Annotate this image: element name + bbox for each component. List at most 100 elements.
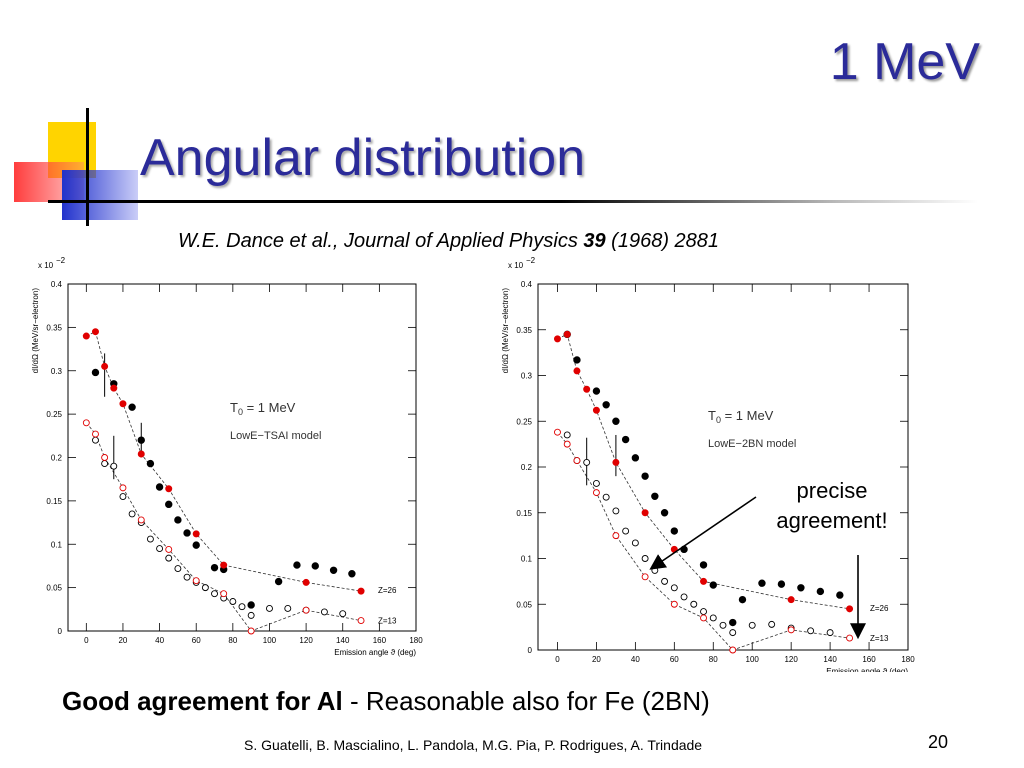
- data-point-exp-filled: [612, 417, 620, 425]
- data-point-exp-filled: [670, 527, 679, 535]
- data-point-exp-filled: [729, 618, 737, 627]
- data-point-exp-open: [641, 555, 649, 562]
- data-point-exp-open: [128, 510, 136, 518]
- conclusion-rest: Reasonable also for Fe (2BN): [365, 686, 710, 716]
- data-point-sim-filled: [220, 561, 228, 569]
- data-point-sim-filled: [573, 367, 581, 375]
- data-point-exp-open: [807, 627, 815, 635]
- data-point-exp-filled: [293, 561, 301, 569]
- data-point-exp-open: [748, 621, 756, 629]
- data-point-exp-open: [146, 535, 154, 543]
- sim-curve-line: [557, 431, 850, 651]
- data-point-exp-open: [670, 584, 678, 592]
- data-point-exp-open: [247, 611, 255, 619]
- data-point-exp-open: [284, 604, 292, 612]
- x-axis-label: Emission angle ϑ (deg): [334, 648, 416, 657]
- data-point-exp-open: [201, 584, 209, 592]
- data-point-sim-open: [92, 430, 99, 438]
- curve-label-fe: Z=26: [870, 604, 889, 613]
- data-point-sim-filled: [192, 530, 200, 538]
- data-point-sim-filled: [137, 450, 145, 458]
- data-point-exp-open: [238, 603, 246, 611]
- data-point-sim-filled: [82, 332, 90, 340]
- data-point-exp-filled: [274, 577, 283, 586]
- data-point-exp-open: [680, 593, 688, 601]
- data-point-exp-filled: [573, 356, 581, 364]
- data-point-sim-filled: [700, 577, 708, 585]
- data-point-sim-open: [573, 457, 581, 465]
- x-tick-label: 100: [263, 636, 277, 645]
- data-point-exp-filled: [348, 570, 356, 578]
- x-tick-label: 40: [155, 636, 164, 645]
- data-point-sim-open: [165, 546, 173, 553]
- x-tick-label: 120: [784, 655, 798, 664]
- data-point-exp-open: [826, 629, 834, 637]
- x-tick-label: 20: [118, 636, 127, 645]
- y-tick-label: 0.2: [521, 463, 533, 472]
- curve-label-al: Z=13: [378, 617, 397, 626]
- y-tick-label: 0: [528, 646, 533, 655]
- data-point-sim-filled: [110, 384, 118, 392]
- axis-multiplier-exponent: −2: [526, 256, 536, 265]
- data-point-sim-open: [641, 573, 649, 581]
- y-tick-label: 0.05: [516, 600, 532, 609]
- data-point-sim-filled: [612, 458, 620, 466]
- data-point-sim-filled: [563, 330, 571, 338]
- x-tick-label: 180: [409, 636, 423, 645]
- data-point-exp-filled: [247, 601, 255, 609]
- data-point-exp-filled: [210, 563, 219, 572]
- data-point-sim-filled: [592, 406, 600, 414]
- data-point-sim-filled: [91, 328, 99, 336]
- y-tick-label: 0.3: [51, 367, 63, 376]
- y-tick-label: 0.3: [521, 372, 533, 381]
- x-tick-label: 80: [228, 636, 237, 645]
- data-point-exp-filled: [602, 401, 610, 409]
- y-tick-label: 0.1: [51, 540, 63, 549]
- y-axis-label: dI/dΩ (MeV/sr−electron): [501, 288, 510, 374]
- page-number: 20: [928, 732, 949, 752]
- axis-multiplier: x 10: [38, 261, 54, 270]
- data-point-exp-filled: [651, 492, 659, 500]
- chart-right-svg: x 10−2 0 0.05 0.1 0.15 0.2 0.25 0.3 0.35 0.4 0 20 40…: [501, 256, 915, 676]
- data-point-sim-filled: [119, 400, 127, 408]
- slide-title: Angular distribution: [140, 129, 586, 187]
- x-tick-label: 0: [84, 636, 89, 645]
- data-point-exp-open: [110, 462, 118, 470]
- y-tick-label: 0.4: [521, 280, 533, 289]
- x-tick-label: 20: [592, 655, 601, 664]
- data-point-exp-open: [622, 527, 630, 535]
- y-tick-label: 0.15: [516, 509, 532, 518]
- footer-authors: S. Guatelli, B. Mascialino, L. Pandola, …: [244, 737, 703, 753]
- data-point-sim-open: [220, 590, 228, 598]
- chart-left-svg: x 10−2 0 0.05 0.1 0.15 0.2 0.25 0.3 0.35 0.4 0 20 40…: [31, 256, 423, 657]
- data-point-exp-filled: [146, 459, 155, 468]
- data-point-sim-open: [612, 532, 620, 540]
- data-point-exp-open: [339, 610, 347, 618]
- data-point-sim-filled: [357, 587, 365, 595]
- y-tick-label: 0.35: [516, 326, 532, 335]
- data-point-exp-filled: [621, 435, 630, 444]
- corner-title: 1 MeV: [829, 33, 980, 91]
- data-point-exp-open: [211, 590, 218, 598]
- model-energy-label: T0 = 1 MeV: [230, 400, 296, 417]
- annotation: precise agreement!: [752, 476, 912, 536]
- data-point-exp-open: [592, 480, 600, 487]
- conclusion-dash: -: [342, 686, 366, 716]
- y-tick-label: 0.15: [46, 497, 62, 506]
- data-point-exp-filled: [174, 516, 182, 524]
- data-point-exp-filled: [816, 587, 825, 596]
- axis-multiplier-exponent: −2: [56, 256, 66, 265]
- y-tick-label: 0.05: [46, 584, 62, 593]
- data-point-exp-open: [661, 577, 669, 585]
- axis-multiplier: x 10: [508, 261, 524, 270]
- x-tick-label: 120: [299, 636, 313, 645]
- conclusion-line: Good agreement for Al - Reasonable also …: [62, 686, 710, 717]
- data-point-sim-filled: [302, 578, 310, 586]
- curve-label-al: Z=13: [870, 634, 889, 643]
- data-point-exp-open: [690, 600, 698, 608]
- x-tick-label: 80: [709, 655, 718, 664]
- data-point-exp-open: [719, 621, 727, 629]
- data-point-exp-open: [709, 614, 717, 622]
- model-name-label: LowE−2BN model: [708, 438, 796, 450]
